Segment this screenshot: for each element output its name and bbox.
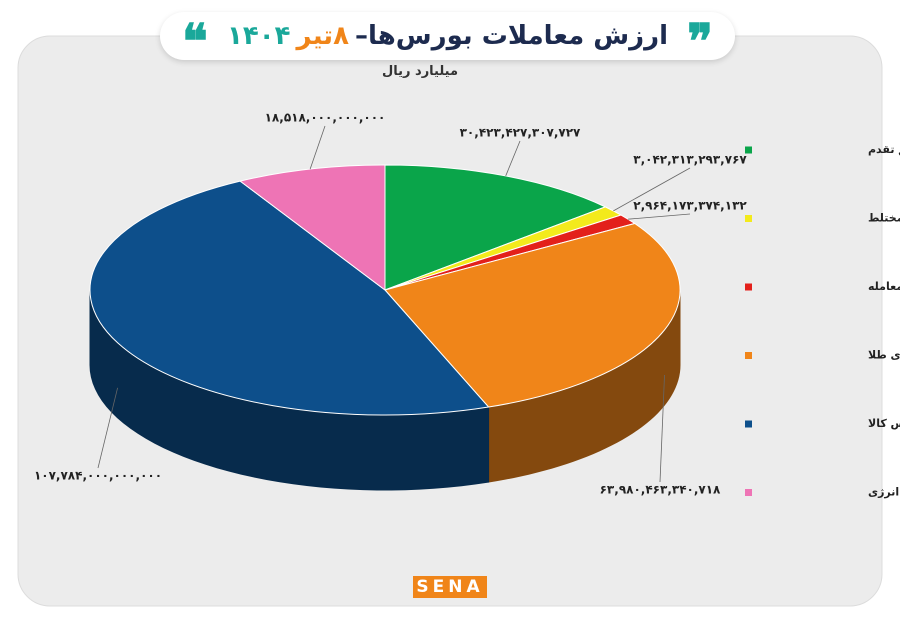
leader-line <box>505 140 521 177</box>
legend-label: سهام و حق تقدم <box>868 143 900 156</box>
brand-logo: SENA <box>413 576 487 598</box>
slice <box>384 222 681 408</box>
subtitle: میلیارد ریال <box>381 64 459 79</box>
quote-icon: ❝ <box>182 14 208 70</box>
legend-label: اختیارمعامله <box>868 280 900 293</box>
leader-line <box>613 167 691 212</box>
title-day: ۸تیر <box>296 21 349 51</box>
legend-swatch <box>745 146 752 154</box>
leader-line <box>628 213 691 220</box>
title-box: ❞ ارزش معاملات بورس‌ها– ۸تیر ۱۴۰۴ ❝ <box>160 12 735 70</box>
leader-line <box>309 125 326 170</box>
value-label: ۱۸,۵۱۸,۰۰۰,۰۰۰,۰۰۰ <box>265 111 386 125</box>
legend-label: بازار فیزیکی بورس انرژی <box>868 486 900 499</box>
legend-label: صندوق های طلا <box>868 349 900 362</box>
leader-line <box>659 374 665 483</box>
legend-swatch <box>745 352 752 359</box>
title-year: ۱۴۰۴ <box>227 21 291 51</box>
legend-swatch <box>745 215 752 222</box>
value-label: ۳۰,۴۲۳,۴۲۷,۳۰۷,۷۲۷ <box>460 126 581 140</box>
chart-title: ارزش معاملات بورس‌ها– <box>354 21 668 51</box>
slice <box>89 180 490 416</box>
value-label: ۶۳,۹۸۰,۴۶۳,۳۴۰,۷۱۸ <box>600 483 721 497</box>
legend-label: صندوق سهامی و مختلط <box>868 212 900 225</box>
legend-swatch <box>745 283 752 291</box>
value-label: ۳,۰۴۲,۳۱۳,۲۹۳,۷۶۷ <box>633 153 747 167</box>
value-label: ۱۰۷,۷۸۴,۰۰۰,۰۰۰,۰۰۰ <box>34 469 162 483</box>
value-label: ۲,۹۶۴,۱۷۳,۳۷۴,۱۳۲ <box>633 199 747 213</box>
leader-line <box>97 387 118 469</box>
quote-icon: ❞ <box>687 14 713 70</box>
slice <box>239 164 386 292</box>
legend-label: بازار فیزیکی بورس کالا <box>868 417 900 430</box>
legend-swatch <box>745 489 752 496</box>
legend-swatch <box>745 420 752 428</box>
